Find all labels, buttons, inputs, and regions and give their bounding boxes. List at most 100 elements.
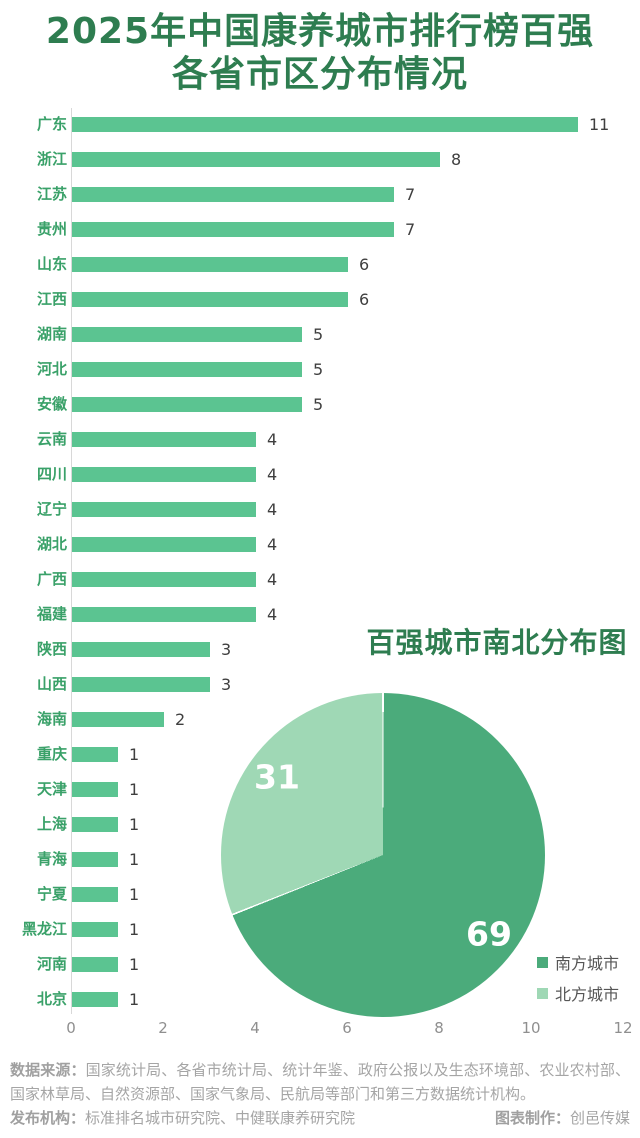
data-source-label: 数据来源：	[10, 1061, 86, 1079]
bar	[72, 362, 302, 377]
bar-row: 青海 1	[0, 842, 640, 877]
x-tick-label: 4	[250, 1019, 260, 1037]
bar-value-label: 5	[313, 325, 324, 344]
bar	[72, 922, 118, 937]
bar-value-label: 4	[267, 535, 278, 554]
legend-swatch	[537, 987, 548, 999]
bar-value-label: 4	[267, 465, 278, 484]
bar-category-label: 辽宁	[36, 500, 67, 518]
bar-value-label: 1	[129, 815, 140, 834]
bar-value-label: 7	[405, 220, 416, 239]
bar-row: 贵州 7	[0, 212, 640, 247]
bar	[72, 467, 256, 482]
bar-category-label: 北京	[36, 990, 67, 1008]
pie-chart: 69 31	[221, 693, 545, 1017]
bar-value-label: 1	[129, 885, 140, 904]
bar-row: 四川 4	[0, 457, 640, 492]
bar-category-label: 宁夏	[36, 885, 67, 903]
bar-category-label: 湖北	[36, 535, 67, 553]
bar-row: 广东 11	[0, 107, 640, 142]
bar-row: 湖南 5	[0, 317, 640, 352]
bar-category-label: 黑龙江	[21, 920, 67, 938]
bar-row: 黑龙江 1	[0, 912, 640, 947]
legend-swatch	[537, 956, 548, 968]
bar-value-label: 2	[175, 710, 186, 729]
bar-category-label: 河北	[36, 360, 67, 378]
bar-value-label: 6	[359, 255, 370, 274]
bar-category-label: 浙江	[36, 150, 67, 168]
data-source-text: 数据来源：国家统计局、各省市统计局、统计年鉴、政府公报以及生态环境部、农业农村部…	[10, 1058, 630, 1106]
pie-chart-title: 百强城市南北分布图	[366, 626, 628, 659]
bar-row: 天津 1	[0, 772, 640, 807]
bar	[72, 537, 256, 552]
bar	[72, 677, 210, 692]
bar-category-label: 陕西	[36, 640, 67, 658]
bar-value-label: 5	[313, 395, 324, 414]
bar-value-label: 1	[129, 920, 140, 939]
bar-row: 安徽 5	[0, 387, 640, 422]
bar	[72, 502, 256, 517]
bar	[72, 327, 302, 342]
bar-value-label: 1	[129, 780, 140, 799]
bar-value-label: 4	[267, 570, 278, 589]
bar	[72, 187, 394, 202]
bar-value-label: 7	[405, 185, 416, 204]
bar-row: 河北 5	[0, 352, 640, 387]
pie-value-label-south: 69	[466, 914, 512, 954]
footer: 数据来源：国家统计局、各省市统计局、统计年鉴、政府公报以及生态环境部、农业农村部…	[10, 1058, 630, 1130]
pie-value-label-north: 31	[254, 757, 300, 797]
bar-row: 陕西 3	[0, 632, 640, 667]
bar	[72, 607, 256, 622]
bar-row: 江苏 7	[0, 177, 640, 212]
bar-category-label: 河南	[36, 955, 67, 973]
x-tick-label: 8	[434, 1019, 444, 1037]
legend-label: 北方城市	[555, 985, 620, 1004]
publisher-row: 发布机构：标准排名城市研究院、中健联康养研究院 图表制作：创邑传媒	[10, 1106, 630, 1130]
bar-row: 辽宁 4	[0, 492, 640, 527]
bar	[72, 257, 348, 272]
bar-row: 河南 1	[0, 947, 640, 982]
bar-value-label: 3	[221, 675, 232, 694]
bar-value-label: 3	[221, 640, 232, 659]
bar-row: 浙江 8	[0, 142, 640, 177]
bar-category-label: 江西	[36, 290, 67, 308]
bar-category-label: 广西	[36, 570, 67, 588]
bar-category-label: 上海	[36, 815, 67, 833]
chart-maker-text: 图表制作：创邑传媒	[495, 1106, 630, 1130]
bar-row: 北京 1	[0, 982, 640, 1017]
bar-value-label: 4	[267, 500, 278, 519]
publisher-label: 发布机构：	[10, 1109, 86, 1127]
chart-maker-label: 图表制作：	[494, 1109, 570, 1127]
bar	[72, 117, 578, 132]
bar-row: 云南 4	[0, 422, 640, 457]
bar-row: 广西 4	[0, 562, 640, 597]
x-tick-label: 10	[521, 1019, 541, 1037]
bar-value-label: 1	[129, 850, 140, 869]
bar	[72, 957, 118, 972]
bar	[72, 222, 394, 237]
bar-row: 上海 1	[0, 807, 640, 842]
x-tick-label: 0	[66, 1019, 76, 1037]
bar	[72, 887, 118, 902]
bar-category-label: 山东	[36, 255, 67, 273]
x-tick-label: 12	[613, 1019, 633, 1037]
bar-category-label: 四川	[36, 465, 67, 483]
bar-category-label: 安徽	[36, 395, 67, 413]
page-title-line1: 2025年中国康养城市排行榜百强	[45, 11, 595, 52]
bar	[72, 747, 118, 762]
bar-category-label: 云南	[36, 430, 67, 448]
bar	[72, 712, 164, 727]
x-tick-label: 2	[158, 1019, 168, 1037]
legend-label: 南方城市	[555, 954, 620, 973]
publisher-body: 标准排名城市研究院、中健联康养研究院	[85, 1109, 356, 1127]
bar	[72, 782, 118, 797]
pie-legend: 南方城市 北方城市	[537, 953, 619, 1015]
bar-category-label: 山西	[36, 675, 67, 693]
bar-category-label: 重庆	[36, 745, 67, 763]
page-title: 2025年中国康养城市排行榜百强 各省市区分布情况	[0, 10, 640, 96]
bar-category-label: 天津	[36, 780, 67, 798]
page-title-line2: 各省市区分布情况	[171, 54, 468, 95]
bar	[72, 817, 118, 832]
bar-row: 福建 4	[0, 597, 640, 632]
legend-item: 北方城市	[537, 984, 620, 1004]
